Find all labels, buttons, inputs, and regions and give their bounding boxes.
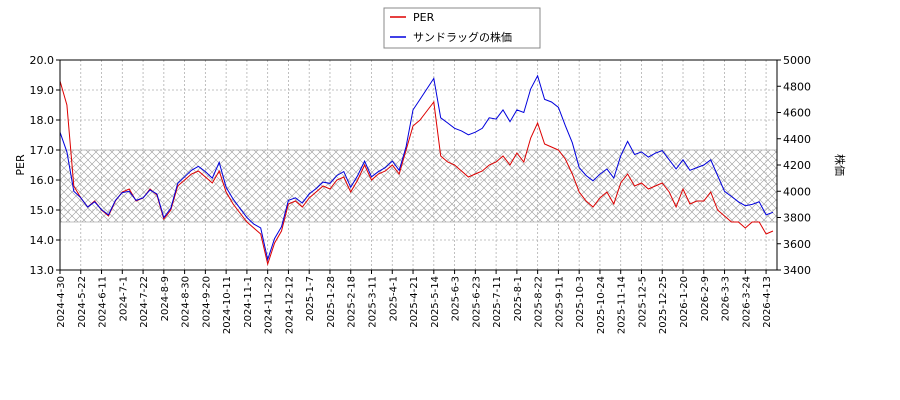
y-tick-label: 14.0 (30, 234, 55, 247)
y-tick-label: 13.0 (30, 264, 55, 277)
x-tick-label: 2024-8-30 (181, 276, 192, 328)
x-tick-label: 2025-2-18 (347, 276, 358, 328)
y2-tick-label: 3800 (783, 212, 811, 225)
y-tick-label: 16.0 (30, 174, 55, 187)
y-axis-label: PER (14, 154, 27, 176)
x-tick-label: 2026-1-20 (679, 276, 690, 328)
y2-tick-label: 4200 (783, 159, 811, 172)
y-tick-label: 19.0 (30, 84, 55, 97)
x-tick-label: 2024-7-1 (118, 276, 129, 321)
x-tick-label: 2024-4-30 (56, 276, 67, 328)
x-tick-label: 2025-4-1 (388, 276, 399, 321)
x-tick-label: 2025-10-24 (596, 276, 607, 334)
x-tick-label: 2025-7-11 (492, 276, 503, 328)
series-line (59, 74, 774, 262)
x-tick-label: 2024-11-22 (264, 276, 275, 334)
x-tick-label: 2024-7-22 (139, 276, 150, 328)
x-tick-label: 2025-1-7 (305, 276, 316, 321)
x-tick-label: 2025-6-23 (471, 276, 482, 328)
x-tick-label: 2025-11-14 (617, 276, 628, 334)
plot-frame (59, 59, 778, 271)
legend: PER サンドラッグの株価 (383, 7, 541, 49)
x-tick-label: 2025-12-25 (658, 276, 669, 334)
x-tick-label: 2026-3-24 (741, 276, 752, 328)
x-tick-label: 2025-1-28 (326, 276, 337, 328)
x-tick-label: 2024-10-11 (222, 276, 233, 334)
x-tick-label: 2024-8-9 (160, 276, 171, 321)
x-tick-label: 2025-4-21 (409, 276, 420, 328)
x-tick-label: 2024-9-20 (201, 276, 212, 328)
x-tick-label: 2025-8-1 (513, 276, 524, 321)
y-tick-label: 18.0 (30, 114, 55, 127)
y2-tick-label: 5000 (783, 54, 811, 67)
x-tick-label: 2025-3-11 (368, 276, 379, 328)
y2-axis-label: 株価 (833, 154, 847, 176)
y-tick-label: 20.0 (30, 54, 55, 67)
x-tick-label: 2024-5-22 (77, 276, 88, 328)
y-tick-label: 17.0 (30, 144, 55, 157)
x-tick-label: 2026-2-9 (700, 276, 711, 321)
y-tick-label: 15.0 (30, 204, 55, 217)
legend-label: サンドラッグの株価 (413, 30, 512, 44)
x-tick-label: 2024-6-11 (98, 276, 109, 328)
x-tick-label: 2025-6-3 (451, 276, 462, 321)
y2-tick-label: 3600 (783, 238, 811, 251)
x-tick-label: 2026-4-13 (762, 276, 773, 328)
x-tick-label: 2025-12-5 (637, 276, 648, 328)
x-tick-label: 2024-12-12 (284, 276, 295, 334)
y2-tick-label: 4600 (783, 107, 811, 120)
series-line (59, 80, 774, 266)
x-tick-label: 2025-9-11 (554, 276, 565, 328)
legend-box (383, 7, 541, 49)
x-tick-label: 2024-11-1 (243, 276, 254, 328)
x-tick-label: 2025-5-14 (430, 276, 441, 328)
y2-tick-label: 4800 (783, 80, 811, 93)
x-tick-label: 2026-3-3 (721, 276, 732, 321)
legend-label: PER (413, 11, 435, 24)
x-tick-label: 2025-10-3 (575, 276, 586, 328)
y2-tick-label: 4000 (783, 185, 811, 198)
y2-tick-label: 4400 (783, 133, 811, 146)
x-tick-label: 2025-8-22 (534, 276, 545, 328)
y2-tick-label: 3400 (783, 264, 811, 277)
